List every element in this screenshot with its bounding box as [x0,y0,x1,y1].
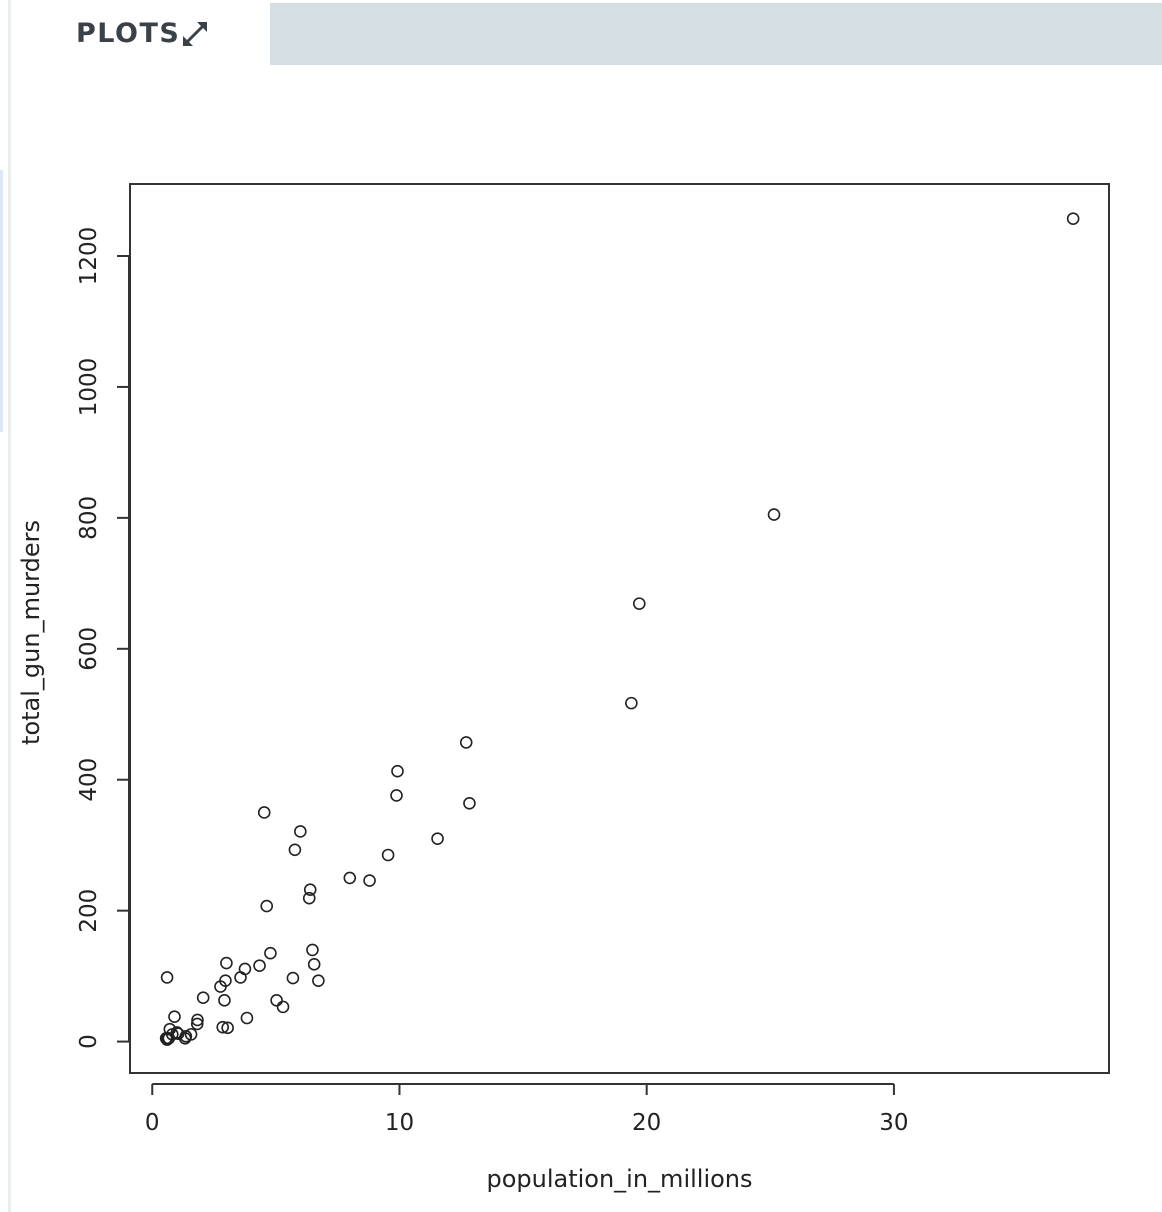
data-point [381,848,395,862]
pane-resize-accent [0,170,3,432]
data-point [160,971,174,984]
data-point [191,1013,204,1027]
data-point [303,883,317,897]
data-point [306,943,319,957]
y-tick-label: 1200 [76,227,102,286]
tab-plots[interactable]: PLOTS [11,0,269,68]
expand-arrows-icon[interactable] [179,18,211,50]
data-point [312,974,325,987]
y-tick-label: 1000 [76,358,102,417]
data-point [257,806,271,819]
x-tick-label: 10 [385,1110,414,1136]
data-point [288,843,302,857]
data-point [218,994,231,1007]
data-point [431,832,444,845]
plots-tab-bar: PLOTS [11,0,1162,68]
data-point [221,1021,234,1035]
y-tick-label: 800 [76,496,102,540]
data-point [1066,212,1080,225]
y-axis-label: total_gun_murders [17,520,45,745]
plot-canvas: 0 10 20 30 population_in_millions 0 200 400 600 8… [11,68,1162,1212]
y-tick-label: 0 [76,1034,102,1049]
data-point [286,971,300,985]
data-point [767,508,781,521]
data-point [270,994,283,1007]
x-axis-label: population_in_millions [486,1165,752,1193]
x-tick-label: 30 [879,1110,908,1136]
data-point [463,796,476,810]
data-point [240,1011,254,1025]
data-point [220,956,233,970]
data-point [196,991,210,1005]
data-point [625,696,638,710]
scatter-chart: 0 10 20 30 population_in_millions 0 200 400 600 8… [17,183,1110,1193]
data-point [253,959,266,972]
data-point [276,1000,290,1014]
data-point [216,1020,230,1034]
data-point [260,899,274,913]
data-point [238,962,252,976]
data-point [159,1032,173,1045]
data-point [168,1010,181,1024]
data-point [307,958,321,971]
data-point [214,980,227,993]
y-tick-label: 200 [76,889,102,933]
data-point [363,874,376,887]
data-point [234,971,247,984]
plot-frame [129,183,1110,1074]
data-point [343,871,357,885]
tab-bar-background [270,3,1162,65]
data-point [264,946,277,960]
data-point [294,825,307,838]
data-point [302,891,316,905]
data-point [632,597,646,610]
x-tick-label: 0 [145,1110,160,1136]
tab-plots-label: PLOTS [76,18,181,49]
pane-border [8,0,11,1212]
data-point [160,1033,174,1046]
x-tick-label: 20 [632,1110,661,1136]
y-tick-label: 600 [76,627,102,671]
data-point [391,764,404,778]
data-point [390,789,403,802]
y-tick-label: 400 [76,758,102,802]
data-point [459,736,473,749]
data-point [190,1017,204,1031]
